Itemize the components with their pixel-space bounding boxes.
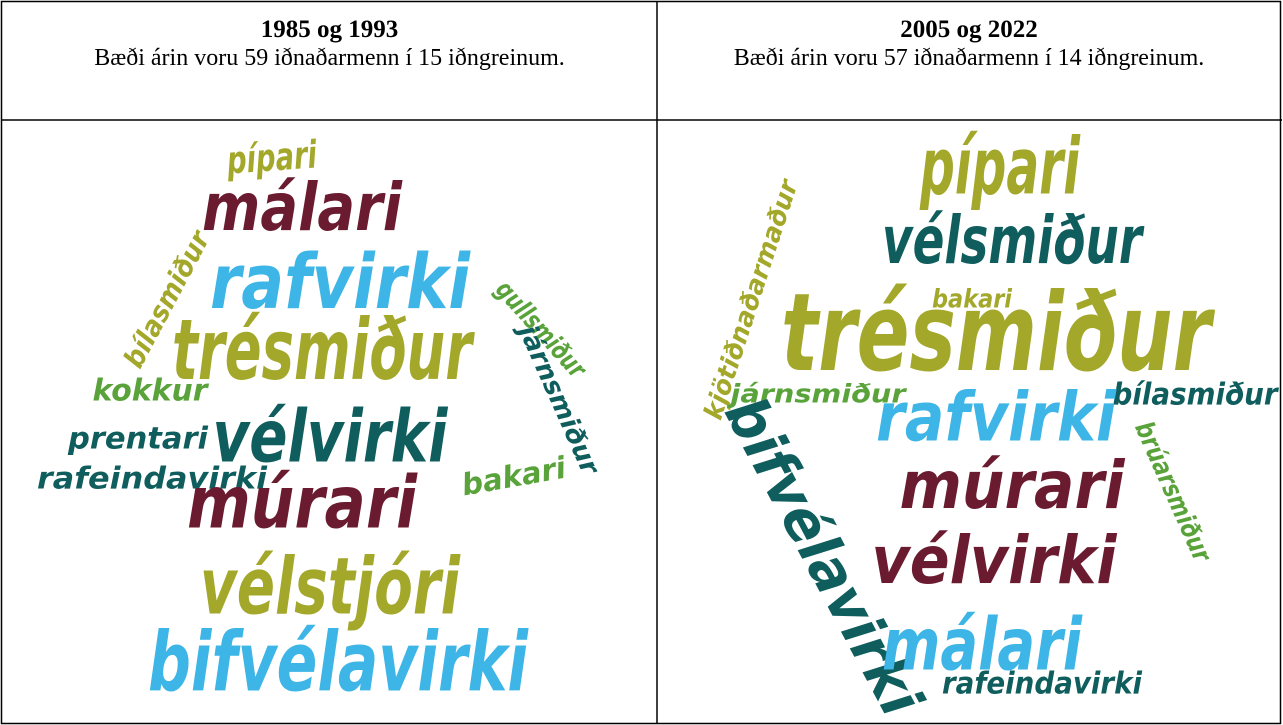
cloud-word: vélvirki — [872, 522, 1118, 599]
cloud-word: bakari — [932, 285, 1013, 315]
cloud-word: prentari — [67, 422, 209, 457]
cloud-word: trésmiður — [781, 271, 1215, 396]
cloud-word: vélstjóri — [200, 542, 461, 632]
cloud-word: bílasmiður — [1113, 378, 1280, 413]
cloud-word: bifvélavirki — [148, 615, 529, 710]
header-cell: 2005 og 2022 Bæði árin voru 57 iðnaðarme… — [658, 1, 1280, 119]
header-text: Bæði árin voru 59 iðnaðarmenn í 15 iðngr… — [94, 45, 565, 71]
cloud-word: bakari — [459, 451, 569, 504]
cloud-word: rafvirki — [210, 237, 471, 326]
cloud-word: rafeindavirki — [942, 667, 1143, 702]
header-cell: 1985 og 1993 Bæði árin voru 59 iðnaðarme… — [2, 1, 657, 119]
header-title: 1985 og 1993 — [260, 16, 399, 43]
header-text: Bæði árin voru 57 iðnaðarmenn í 14 iðngr… — [733, 45, 1205, 71]
cloud-word: rafvirki — [876, 379, 1117, 458]
cloud-word: trésmiður — [172, 301, 475, 399]
cloud-word: vélvirki — [213, 395, 449, 479]
header-title: 2005 og 2022 — [900, 16, 1038, 43]
cloud-word: málari — [882, 603, 1083, 687]
cloud-word: múrari — [187, 461, 418, 545]
cloud-word: járnsmiður — [726, 380, 908, 410]
cloud-word: málari — [202, 169, 403, 246]
cloud-word: pípari — [225, 132, 319, 182]
cloud-word: brúarsmiður — [1128, 417, 1217, 568]
cloud-word: múrari — [900, 447, 1126, 524]
cloud-word: kokkur — [93, 374, 210, 409]
cloud-word: pípari — [919, 122, 1080, 212]
cloud-word: rafeindavirki — [37, 462, 268, 497]
cloud-word: vélsmiður — [882, 202, 1144, 279]
